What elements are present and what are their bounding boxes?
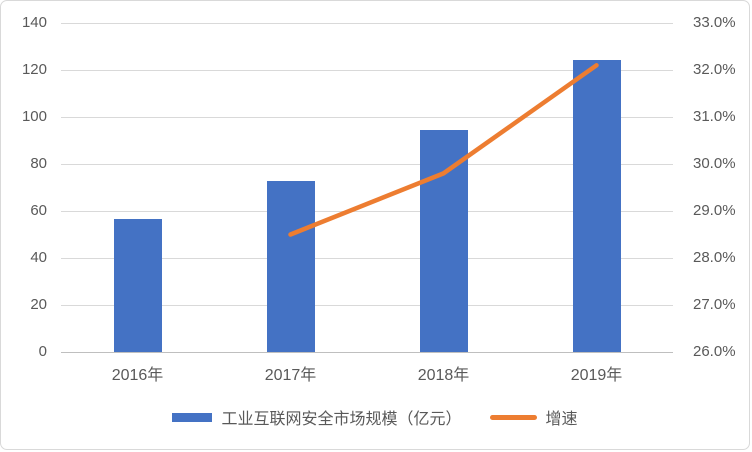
legend-line-swatch — [489, 414, 537, 420]
left-axis-tick-label: 80 — [30, 155, 47, 172]
gridline — [61, 258, 673, 259]
left-axis-tick-label: 20 — [30, 296, 47, 313]
right-axis-tick-label: 27.0% — [693, 296, 736, 313]
left-axis-tick-label: 140 — [21, 14, 47, 31]
x-axis-label: 2019年 — [570, 367, 623, 384]
right-axis-tick-label: 32.0% — [693, 61, 736, 78]
right-axis-tick-label: 29.0% — [693, 202, 736, 219]
left-axis-tick-label: 0 — [38, 343, 47, 360]
x-axis-label: 2016年 — [111, 367, 164, 384]
right-axis-tick-label: 30.0% — [693, 155, 736, 172]
gridline — [61, 305, 673, 306]
bar-2019年 — [572, 59, 621, 352]
right-axis-tick-label: 31.0% — [693, 108, 736, 125]
left-axis-tick-label: 40 — [30, 249, 47, 266]
legend-bar-swatch — [172, 412, 213, 422]
right-axis-tick-label: 28.0% — [693, 249, 736, 266]
legend-item-market-size: 工业互联网安全市场规模（亿元） — [172, 405, 462, 429]
right-axis-tick-label: 26.0% — [693, 343, 736, 360]
right-axis-tick-label: 33.0% — [693, 14, 736, 31]
left-axis-tick-label: 100 — [21, 108, 47, 125]
legend-bar-label: 工业互联网安全市场规模（亿元） — [221, 411, 462, 428]
gridline — [61, 23, 673, 24]
x-axis-label: 2018年 — [417, 367, 470, 384]
left-axis-tick-label: 60 — [30, 202, 47, 219]
left-axis-tick-label: 120 — [21, 61, 47, 78]
x-axis-line — [61, 352, 673, 353]
x-axis-label: 2017年 — [264, 367, 317, 384]
bar-2018年 — [419, 129, 468, 352]
bar-2016年 — [113, 218, 162, 352]
bar-2017年 — [266, 180, 315, 352]
legend-item-growth: 增速 — [489, 405, 578, 429]
legend-line-label: 增速 — [545, 411, 578, 428]
legend: 工业互联网安全市场规模（亿元） 增速 — [1, 405, 749, 429]
